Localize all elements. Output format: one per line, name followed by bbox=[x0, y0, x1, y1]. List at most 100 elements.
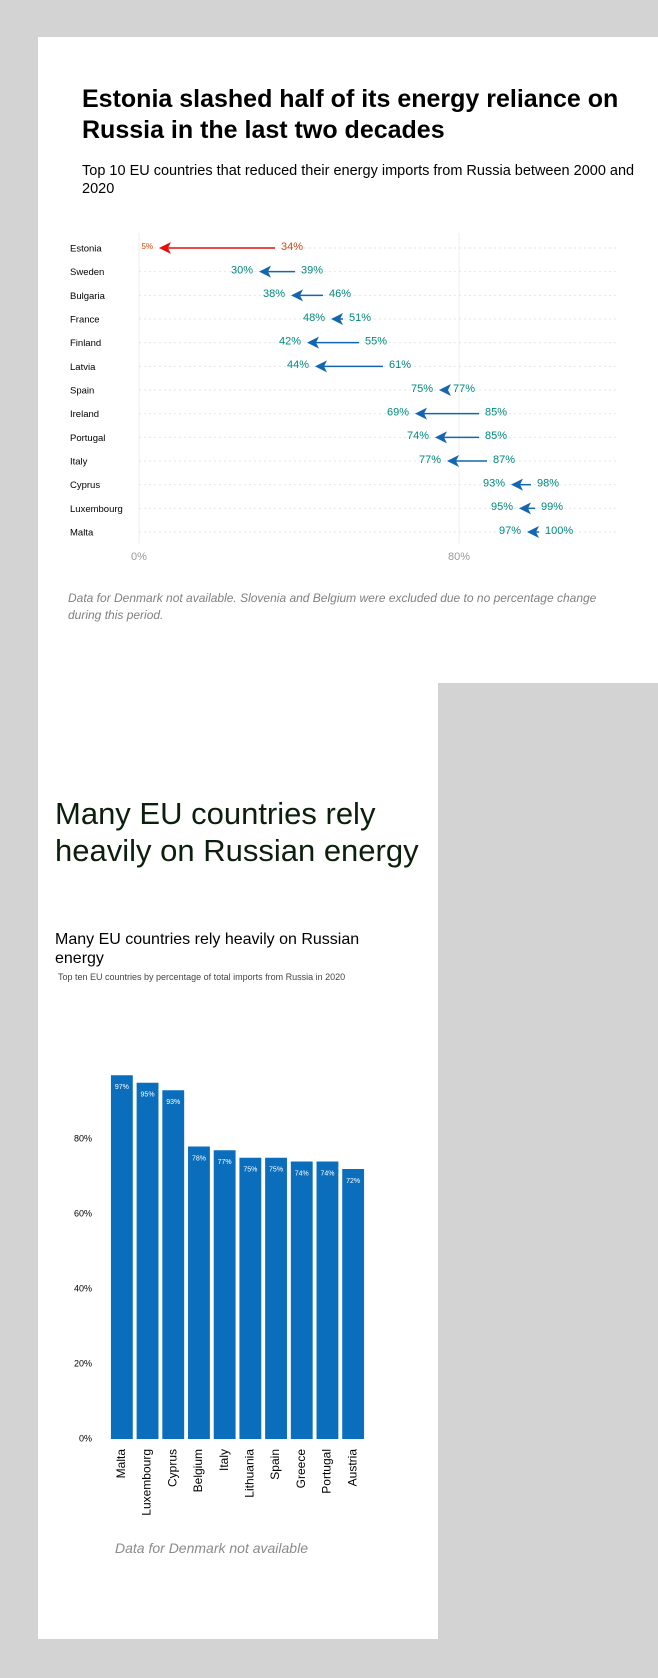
y-tick-label: Portugal bbox=[70, 433, 105, 444]
value-label: 61% bbox=[389, 359, 411, 371]
value-label: 87% bbox=[493, 454, 515, 466]
value-label: 74% bbox=[407, 430, 429, 442]
value-label: 34% bbox=[281, 241, 303, 253]
arrow-head bbox=[291, 289, 303, 302]
value-label: 78% bbox=[192, 1155, 206, 1162]
x-tick-label: Austria bbox=[345, 1449, 359, 1487]
y-tick-label: Estonia bbox=[70, 244, 102, 255]
value-label: 30% bbox=[231, 265, 253, 277]
bar bbox=[136, 1082, 159, 1439]
arrow-head bbox=[315, 360, 327, 373]
value-label: 75% bbox=[243, 1167, 257, 1174]
chart-subtitle: Top ten EU countries by percentage of to… bbox=[58, 972, 346, 982]
value-label: 95% bbox=[491, 501, 513, 513]
value-label: 97% bbox=[499, 525, 521, 537]
y-tick-label: 0% bbox=[79, 1433, 92, 1443]
y-tick-label: Italy bbox=[70, 457, 88, 468]
arrow bbox=[447, 455, 487, 467]
chart-title: Many EU countries rely heavily on Russia… bbox=[55, 931, 360, 967]
bar bbox=[265, 1157, 287, 1439]
y-tick-label: Luxembourg bbox=[70, 504, 123, 515]
value-label: 72% bbox=[346, 1178, 360, 1185]
x-tick-label: Spain bbox=[268, 1449, 282, 1480]
arrow-head bbox=[527, 526, 539, 538]
x-tick-label: 0% bbox=[131, 551, 147, 563]
arrow bbox=[527, 526, 539, 538]
x-tick-label: Belgium bbox=[191, 1449, 205, 1492]
arrow-head bbox=[415, 407, 427, 420]
arrow bbox=[415, 407, 479, 420]
value-label: 46% bbox=[329, 288, 351, 300]
value-label: 39% bbox=[301, 265, 323, 277]
y-tick-label: Ireland bbox=[70, 409, 99, 420]
x-tick-label: Greece bbox=[294, 1449, 308, 1489]
value-label: 99% bbox=[541, 501, 563, 513]
value-label: 93% bbox=[166, 1099, 180, 1106]
value-label: 42% bbox=[279, 336, 301, 348]
value-label: 38% bbox=[263, 288, 285, 300]
value-label: 5% bbox=[141, 242, 153, 251]
bar bbox=[213, 1150, 236, 1439]
bar bbox=[188, 1146, 210, 1439]
value-label: 55% bbox=[365, 336, 387, 348]
value-label: 48% bbox=[303, 312, 325, 324]
value-label: 77% bbox=[453, 383, 475, 395]
y-tick-label: 60% bbox=[74, 1208, 92, 1218]
note: Data for Denmark not available. Slovenia… bbox=[68, 591, 597, 622]
y-tick-label: Latvia bbox=[70, 362, 96, 373]
arrow-head bbox=[159, 242, 171, 254]
card bbox=[38, 683, 438, 1639]
value-label: 98% bbox=[537, 478, 559, 490]
x-tick-label: Italy bbox=[217, 1449, 231, 1471]
arrow bbox=[259, 265, 295, 278]
value-label: 95% bbox=[141, 1092, 155, 1099]
value-label: 44% bbox=[287, 359, 309, 371]
chart-subtitle: Top 10 EU countries that reduced their e… bbox=[82, 163, 635, 197]
arrow-head bbox=[331, 313, 343, 325]
bar bbox=[110, 1075, 133, 1439]
value-label: 74% bbox=[320, 1170, 334, 1177]
card bbox=[38, 37, 658, 683]
arrow-head bbox=[435, 431, 447, 444]
value-label: 77% bbox=[419, 454, 441, 466]
arrow-head bbox=[259, 265, 271, 278]
value-label: 85% bbox=[485, 430, 507, 442]
arrow-head bbox=[511, 478, 523, 491]
arrow bbox=[307, 336, 359, 349]
bar bbox=[162, 1090, 185, 1439]
y-tick-label: Malta bbox=[70, 528, 94, 539]
arrow-head bbox=[307, 336, 319, 349]
value-label: 77% bbox=[218, 1159, 232, 1166]
value-label: 51% bbox=[349, 312, 371, 324]
note: Data for Denmark not available bbox=[115, 1540, 308, 1556]
heading: Many EU countries rely heavily on Russia… bbox=[55, 796, 419, 868]
value-label: 75% bbox=[411, 383, 433, 395]
bar bbox=[316, 1161, 339, 1439]
x-tick-label: Luxembourg bbox=[140, 1449, 154, 1516]
x-tick-label: Portugal bbox=[320, 1449, 334, 1494]
arrow bbox=[331, 313, 343, 325]
value-label: 97% bbox=[115, 1084, 129, 1091]
bar bbox=[342, 1169, 365, 1439]
y-tick-label: Bulgaria bbox=[70, 291, 106, 302]
x-tick-label: Cyprus bbox=[165, 1449, 179, 1487]
value-label: 100% bbox=[545, 525, 573, 537]
y-tick-label: Sweden bbox=[70, 267, 104, 278]
value-label: 69% bbox=[387, 407, 409, 419]
arrow-head bbox=[439, 384, 451, 396]
value-label: 74% bbox=[295, 1170, 309, 1177]
chart-title: Estonia slashed half of its energy relia… bbox=[82, 85, 619, 144]
x-tick-label: Lithuania bbox=[243, 1449, 257, 1498]
arrow bbox=[435, 431, 479, 444]
value-label: 85% bbox=[485, 407, 507, 419]
arrow bbox=[519, 502, 535, 515]
x-tick-label: Malta bbox=[114, 1449, 128, 1479]
bar bbox=[239, 1157, 262, 1439]
arrow bbox=[511, 478, 531, 491]
value-label: 93% bbox=[483, 478, 505, 490]
y-tick-label: Spain bbox=[70, 386, 94, 397]
arrow bbox=[291, 289, 323, 302]
arrow-head bbox=[519, 502, 531, 515]
